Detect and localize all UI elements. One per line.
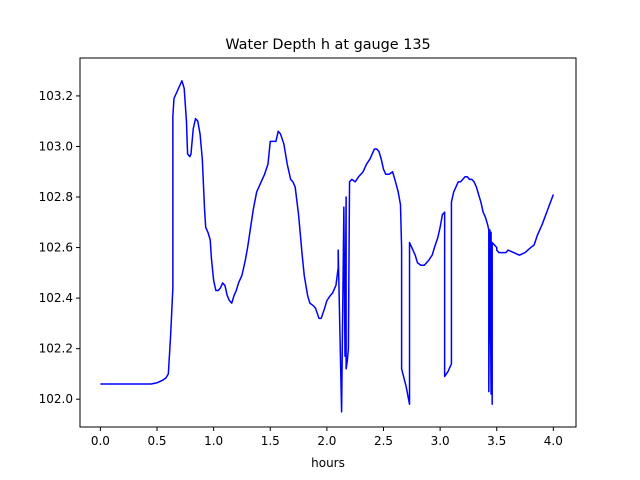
y-axis-ticks: 102.0 102.2 102.4 102.6 102.8 103.0 103.2 — [39, 89, 80, 406]
x-tick-label: 1.5 — [261, 434, 280, 448]
y-tick-label: 102.2 — [39, 342, 73, 356]
x-tick-label: 3.5 — [487, 434, 506, 448]
axes-frame — [79, 57, 577, 428]
y-tick-label: 102.8 — [39, 190, 73, 204]
y-tick-label: 102.4 — [39, 291, 73, 305]
x-axis-label: hours — [311, 456, 345, 470]
y-tick-label: 103.0 — [39, 139, 73, 153]
y-tick-label: 102.0 — [39, 392, 73, 406]
x-tick-label: 2.5 — [374, 434, 393, 448]
x-axis-ticks: 0.0 0.5 1.0 1.5 2.0 2.5 3.0 3.5 4.0 — [91, 427, 563, 448]
x-tick-label: 0.5 — [147, 434, 166, 448]
series-line-water-depth — [100, 80, 555, 413]
chart-title: Water Depth h at gauge 135 — [225, 37, 430, 53]
plot-area — [100, 80, 555, 413]
x-tick-label: 0.0 — [91, 434, 110, 448]
y-tick-label: 102.6 — [39, 241, 73, 255]
x-tick-label: 3.0 — [431, 434, 450, 448]
x-tick-label: 2.0 — [317, 434, 336, 448]
x-tick-label: 4.0 — [544, 434, 563, 448]
y-tick-label: 103.2 — [39, 89, 73, 103]
x-tick-label: 1.0 — [204, 434, 223, 448]
